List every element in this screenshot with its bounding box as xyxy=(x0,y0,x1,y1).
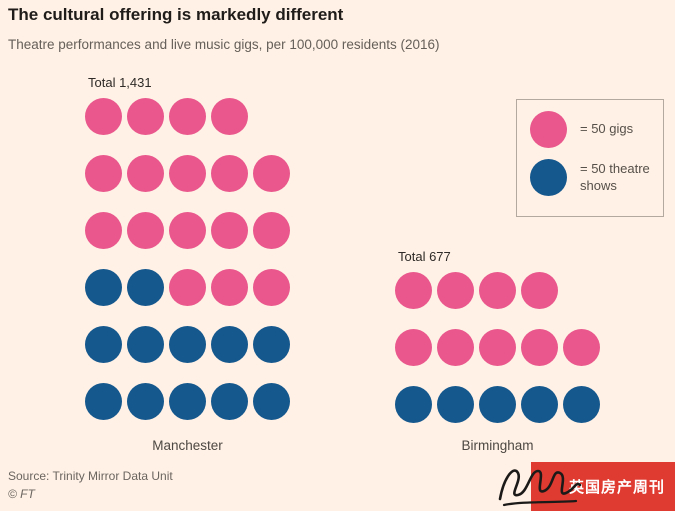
theatre-dot xyxy=(479,386,516,423)
theatre-dot xyxy=(85,269,122,306)
theatre-dot xyxy=(127,326,164,363)
manchester-total-label: Total 1,431 xyxy=(88,75,152,90)
theatre-dot xyxy=(211,326,248,363)
gig-dot xyxy=(253,212,290,249)
theatre-dot xyxy=(127,269,164,306)
theatre-dot xyxy=(85,383,122,420)
gig-dot xyxy=(85,98,122,135)
page-title: The cultural offering is markedly differ… xyxy=(8,5,344,24)
dot-row xyxy=(395,386,605,423)
theatre-dot xyxy=(253,383,290,420)
gig-legend-label: = 50 gigs xyxy=(580,121,634,137)
birmingham-label: Birmingham xyxy=(461,438,534,453)
gig-dot xyxy=(521,329,558,366)
theatre-dot xyxy=(127,383,164,420)
theatre-dot xyxy=(169,383,206,420)
gig-dot xyxy=(169,155,206,192)
source-note: Source: Trinity Mirror Data Unit xyxy=(8,469,173,483)
dot-row xyxy=(85,383,295,420)
theatre-dot xyxy=(253,326,290,363)
theatre-dot xyxy=(395,386,432,423)
dot-row xyxy=(85,269,295,306)
gig-dot xyxy=(253,155,290,192)
dot-row xyxy=(395,329,605,366)
gig-dot xyxy=(211,98,248,135)
gig-dot xyxy=(169,212,206,249)
gig-dot xyxy=(211,155,248,192)
scribble-signature-icon xyxy=(498,469,582,507)
watermark-text: 英国房产周刊 xyxy=(568,479,665,496)
theatre-dot xyxy=(211,383,248,420)
gig-dot xyxy=(127,212,164,249)
gig-dot xyxy=(211,269,248,306)
theatre-dot xyxy=(85,326,122,363)
gig-legend-swatch xyxy=(530,111,567,148)
gig-dot xyxy=(169,269,206,306)
theatre-dot xyxy=(437,386,474,423)
gig-dot xyxy=(395,329,432,366)
theatre-dot xyxy=(521,386,558,423)
manchester-label: Manchester xyxy=(152,438,223,453)
gig-dot xyxy=(521,272,558,309)
copyright-note: © FT xyxy=(8,487,35,501)
gig-dot xyxy=(479,329,516,366)
birmingham-dot-grid xyxy=(395,272,605,443)
gig-dot xyxy=(479,272,516,309)
gig-dot xyxy=(211,212,248,249)
gig-dot xyxy=(563,329,600,366)
legend-row-theatre: = 50 theatre shows xyxy=(530,159,653,196)
gig-dot xyxy=(127,98,164,135)
gig-dot xyxy=(437,329,474,366)
gig-dot xyxy=(169,98,206,135)
theatre-dot xyxy=(169,326,206,363)
dot-row xyxy=(85,98,295,135)
gig-dot xyxy=(395,272,432,309)
gig-dot xyxy=(85,155,122,192)
page-subtitle: Theatre performances and live music gigs… xyxy=(8,37,440,52)
legend-box: = 50 gigs = 50 theatre shows xyxy=(516,99,664,217)
gig-dot xyxy=(253,269,290,306)
legend-row-gigs: = 50 gigs xyxy=(530,111,653,148)
dot-row xyxy=(85,155,295,192)
theatre-legend-label: = 50 theatre shows xyxy=(580,160,650,193)
dot-row xyxy=(395,272,605,309)
dot-row xyxy=(85,326,295,363)
birmingham-total-label: Total 677 xyxy=(398,249,451,264)
gig-dot xyxy=(127,155,164,192)
gig-dot xyxy=(85,212,122,249)
theatre-dot xyxy=(563,386,600,423)
theatre-legend-swatch xyxy=(530,159,567,196)
manchester-dot-grid xyxy=(85,98,295,440)
gig-dot xyxy=(437,272,474,309)
dot-row xyxy=(85,212,295,249)
